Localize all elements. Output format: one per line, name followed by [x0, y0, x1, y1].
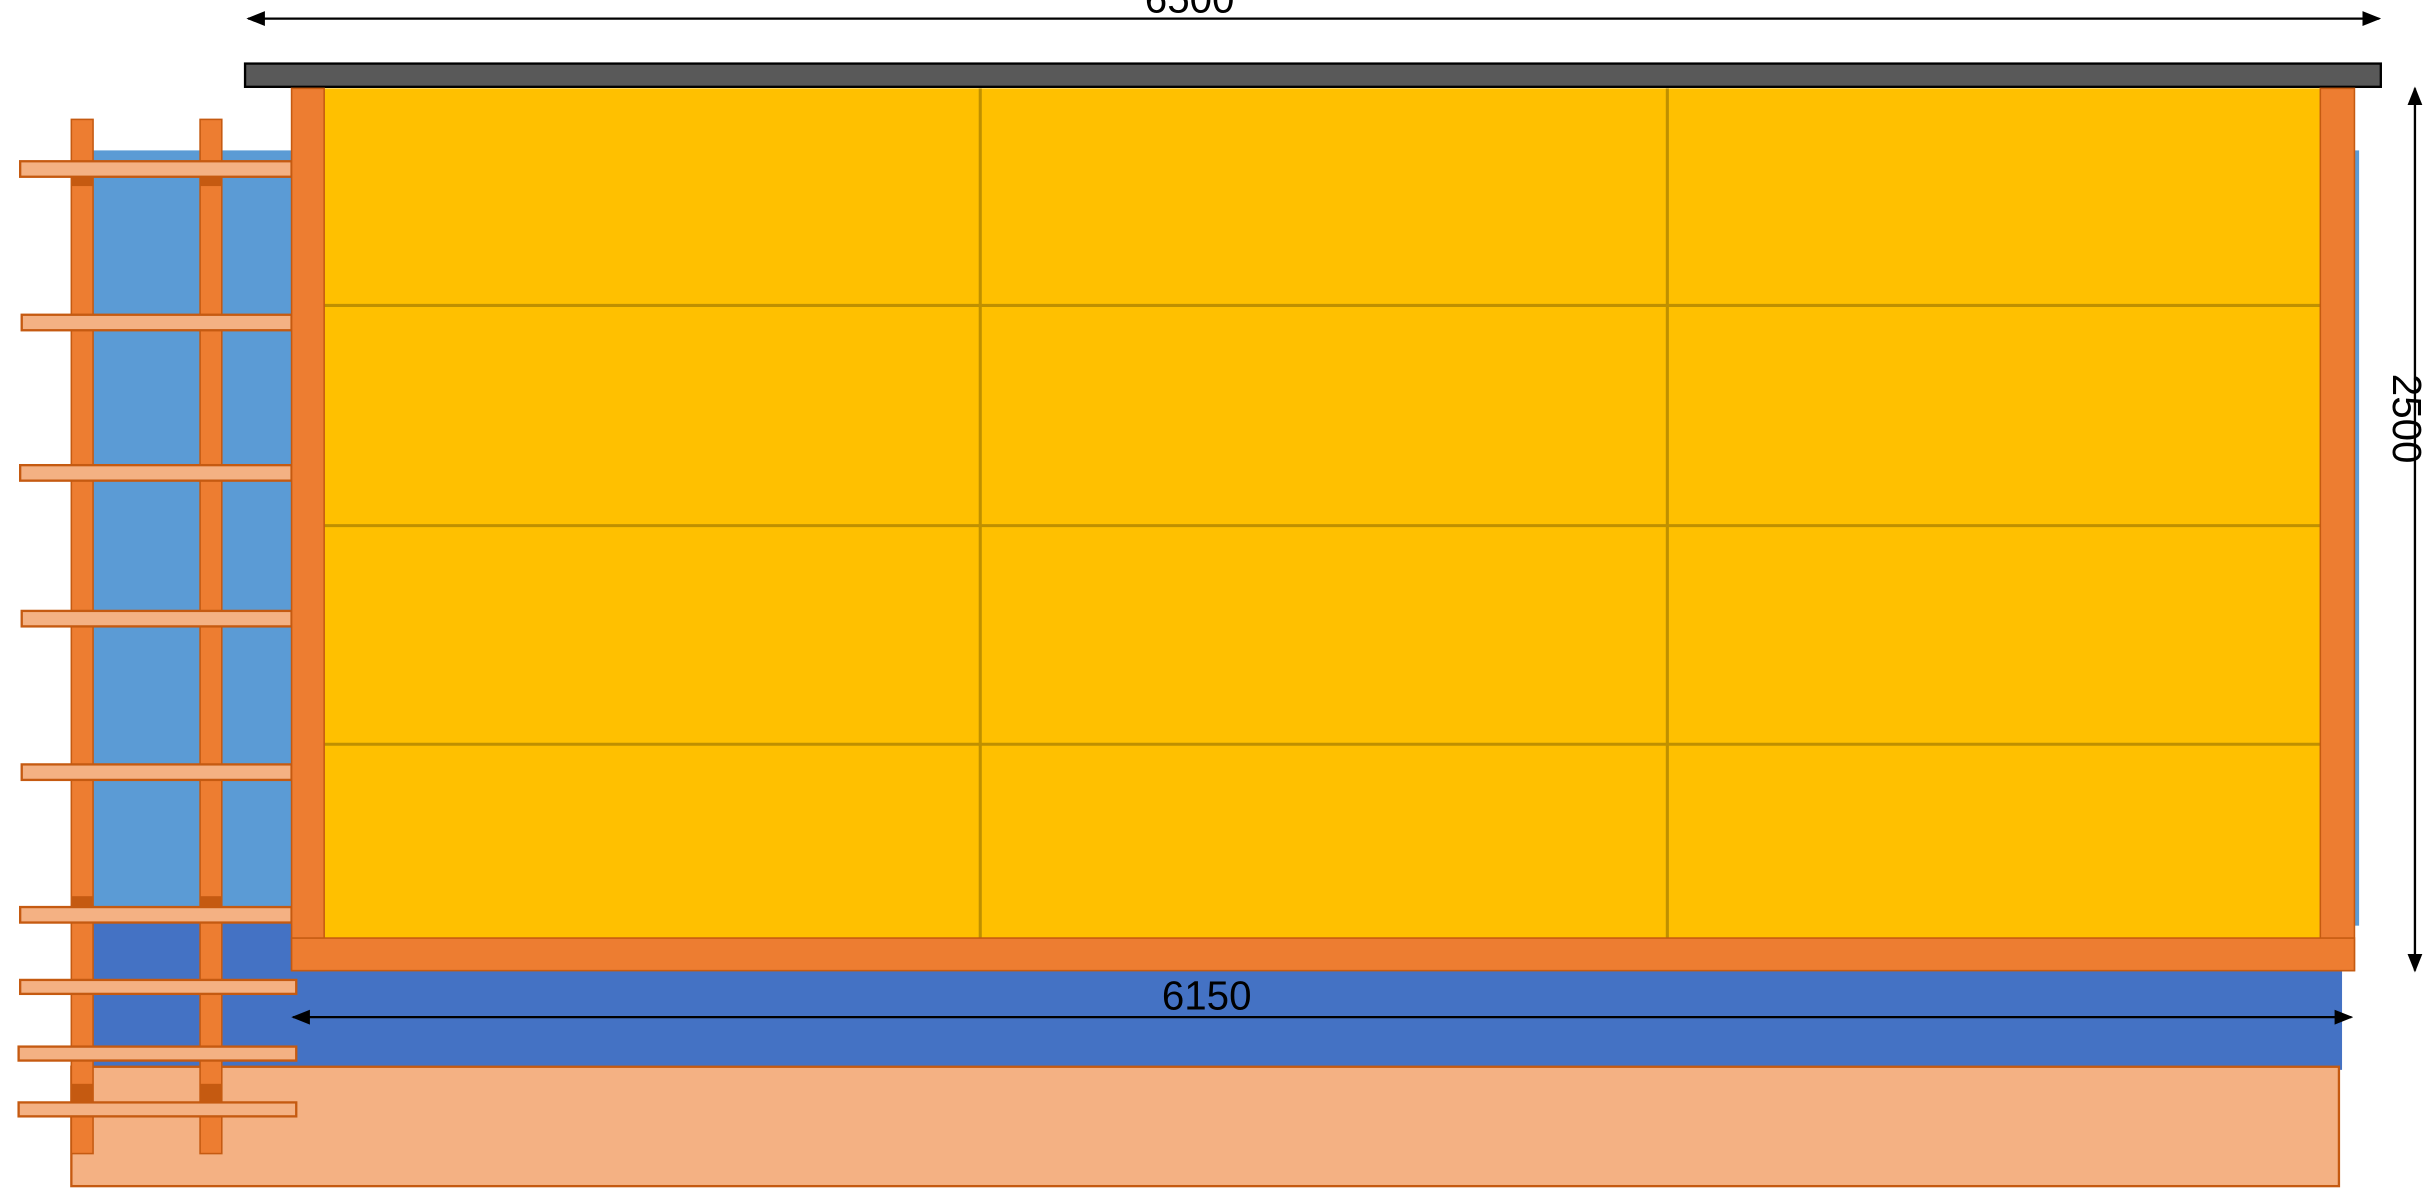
- frame-post: [2319, 87, 2356, 972]
- base: [70, 1065, 2341, 1188]
- frame-beam: [290, 937, 2356, 972]
- frame-post: [290, 87, 325, 972]
- ladder-post: [199, 118, 223, 1155]
- scaffold-back: [2351, 150, 2360, 926]
- dimension-label: 6500: [1145, 0, 1235, 21]
- dimension-label: 2500: [2384, 374, 2430, 464]
- panel-joints: [324, 88, 2321, 939]
- scaffold-back: [93, 150, 292, 926]
- dimension-label: 6150: [1162, 972, 1252, 1018]
- ladder-post: [70, 118, 94, 1155]
- ladder-joints: [71, 176, 222, 1103]
- roof: [243, 62, 2382, 88]
- panel-wall: [324, 88, 2321, 939]
